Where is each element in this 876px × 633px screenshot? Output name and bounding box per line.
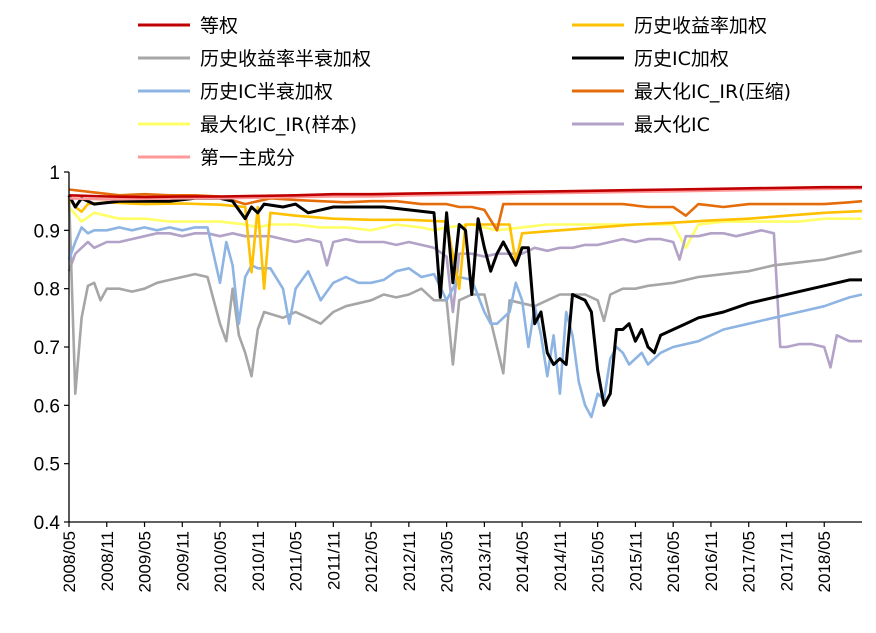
y-tick-label: 0.9 xyxy=(34,221,60,242)
legend-label: 最大化IC_IR(样本) xyxy=(200,114,357,136)
x-tick-label: 2009/11 xyxy=(173,531,192,591)
x-tick-label: 2017/05 xyxy=(740,531,759,592)
x-tick-label: 2018/05 xyxy=(815,531,834,592)
legend-label: 等权 xyxy=(200,15,238,37)
x-tick-label: 2017/11 xyxy=(778,531,797,591)
legend-label: 最大化IC xyxy=(634,114,710,136)
x-tick-label: 2013/11 xyxy=(475,531,494,591)
x-tick-label: 2008/11 xyxy=(98,531,117,591)
x-tick-label: 2014/11 xyxy=(551,531,570,591)
series-line-6 xyxy=(68,206,862,250)
series-line-1 xyxy=(67,197,863,291)
legend-label: 历史收益率半衰加权 xyxy=(200,48,371,70)
x-tick-label: 2014/05 xyxy=(513,531,532,592)
y-tick-label: 0.8 xyxy=(34,280,60,301)
x-tick-label: 2011/11 xyxy=(324,531,343,590)
legend-label: 历史收益率加权 xyxy=(634,15,767,37)
series-layer xyxy=(67,185,863,419)
y-tick-label: 0.4 xyxy=(34,513,61,534)
y-tick-label: 0.6 xyxy=(34,396,60,417)
x-tick-label: 2008/05 xyxy=(60,531,79,592)
x-tick-label: 2016/11 xyxy=(702,531,721,591)
y-tick-label: 0.7 xyxy=(34,338,60,359)
series-line-7 xyxy=(67,229,862,369)
x-tick-label: 2009/05 xyxy=(136,531,155,592)
legend-label: 第一主成分 xyxy=(200,147,295,169)
legend-label: 历史IC加权 xyxy=(634,48,729,70)
legend-label: 历史IC半衰加权 xyxy=(200,81,333,103)
x-tick-label: 2012/05 xyxy=(362,531,381,592)
x-tick-label: 2015/05 xyxy=(589,531,608,592)
x-tick-label: 2010/11 xyxy=(249,531,268,591)
x-tick-label: 2010/05 xyxy=(211,531,230,592)
x-tick-label: 2013/05 xyxy=(438,531,457,592)
y-tick-label: 0.5 xyxy=(34,455,60,476)
series-line-4 xyxy=(67,226,863,419)
series-line-8 xyxy=(68,187,863,201)
legend-label: 最大化IC_IR(压缩) xyxy=(634,81,791,103)
x-tick-label: 2016/05 xyxy=(664,531,683,592)
series-line-2 xyxy=(67,195,863,396)
y-tick-label: 1 xyxy=(49,163,60,184)
x-tick-label: 2011/05 xyxy=(287,531,306,591)
series-line-0 xyxy=(68,185,862,199)
x-tick-label: 2015/11 xyxy=(626,531,645,591)
series-line-3 xyxy=(67,194,862,407)
x-tick-label: 2012/11 xyxy=(400,531,419,591)
